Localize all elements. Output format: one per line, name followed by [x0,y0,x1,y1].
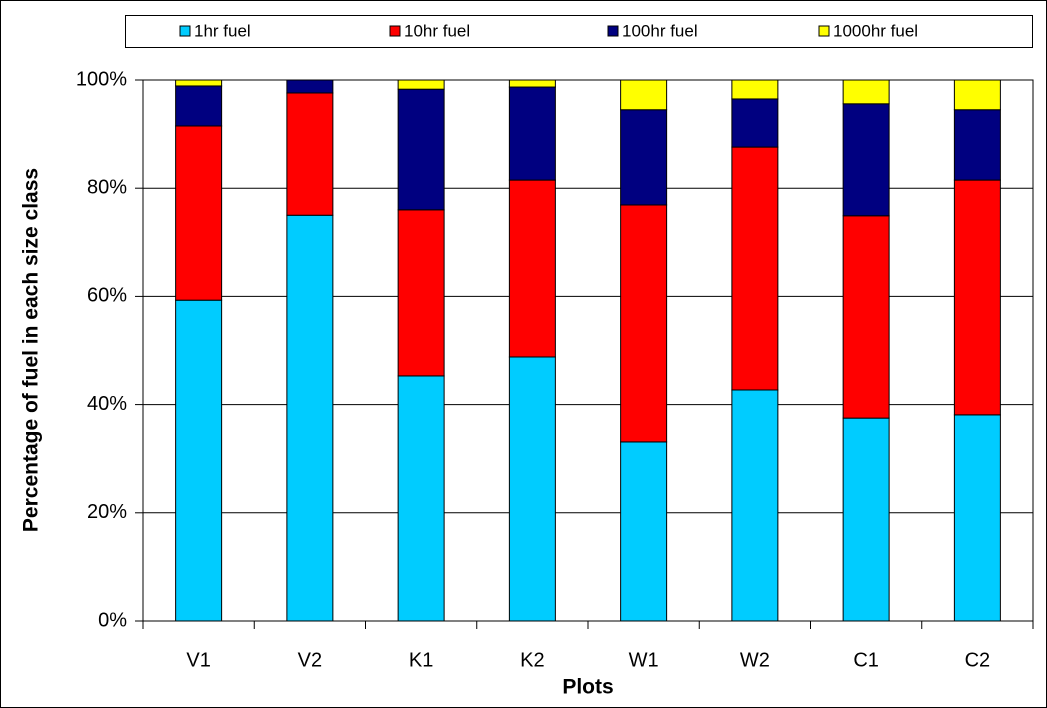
y-tick-label: 100% [76,68,127,90]
legend-box [125,15,1033,48]
bar-segment [953,414,1001,622]
plot-border [142,79,1034,622]
bar-segment [620,441,668,622]
bar-segment [175,125,223,301]
bar-segment [286,214,334,622]
bar-segment [842,103,890,217]
x-tick-label: V2 [298,649,322,671]
legend-label: 1000hr fuel [833,21,918,40]
x-tick-label: W1 [629,649,659,671]
bar-segment [953,179,1001,416]
x-tick-label: C1 [853,649,879,671]
bar-segment [397,209,445,377]
y-tick-label: 0% [98,609,127,631]
bar-segment [397,79,445,90]
bar-segment [953,79,1001,111]
bar-segment [397,88,445,211]
bar-segment [508,86,556,181]
y-tick-label: 60% [87,285,127,307]
bar-segment [508,356,556,622]
bar-segment [620,204,668,443]
plot-area [143,80,1033,621]
bar-segment [397,375,445,622]
legend-label: 1hr fuel [194,21,251,40]
bar-segment [620,109,668,206]
bar-segment [842,79,890,105]
y-tick-label: 20% [87,501,127,523]
x-tick-label: V1 [186,649,210,671]
x-tick-label: W2 [740,649,770,671]
bar-segment [286,79,334,94]
x-tick-label: C2 [965,649,991,671]
bar-segment [731,146,779,391]
bar-segment [508,79,556,88]
bar-segment [508,179,556,358]
bar-segment [953,109,1001,181]
bar-segment [620,79,668,111]
bar-segment [286,92,334,216]
x-tick-label: K1 [409,649,433,671]
legend-swatch [607,25,619,37]
legend-label: 100hr fuel [622,21,698,40]
bar-segment [175,299,223,622]
bar-segment [842,417,890,622]
y-tick-label: 80% [87,176,127,198]
legend-swatch [389,25,401,37]
legend-swatch [818,25,830,37]
bar-segment [731,79,779,100]
y-tick-label: 40% [87,393,127,415]
legend-label: 10hr fuel [404,21,470,40]
bar-segment [842,215,890,419]
x-axis-label: Plots [562,676,613,699]
y-axis-label: Percentage of fuel in each size class [20,168,43,532]
bar-segment [731,98,779,148]
x-tick-label: K2 [520,649,544,671]
bar-segment [175,85,223,127]
legend-swatch [179,25,191,37]
bar-segment [731,389,779,622]
bar-segment [175,79,223,87]
